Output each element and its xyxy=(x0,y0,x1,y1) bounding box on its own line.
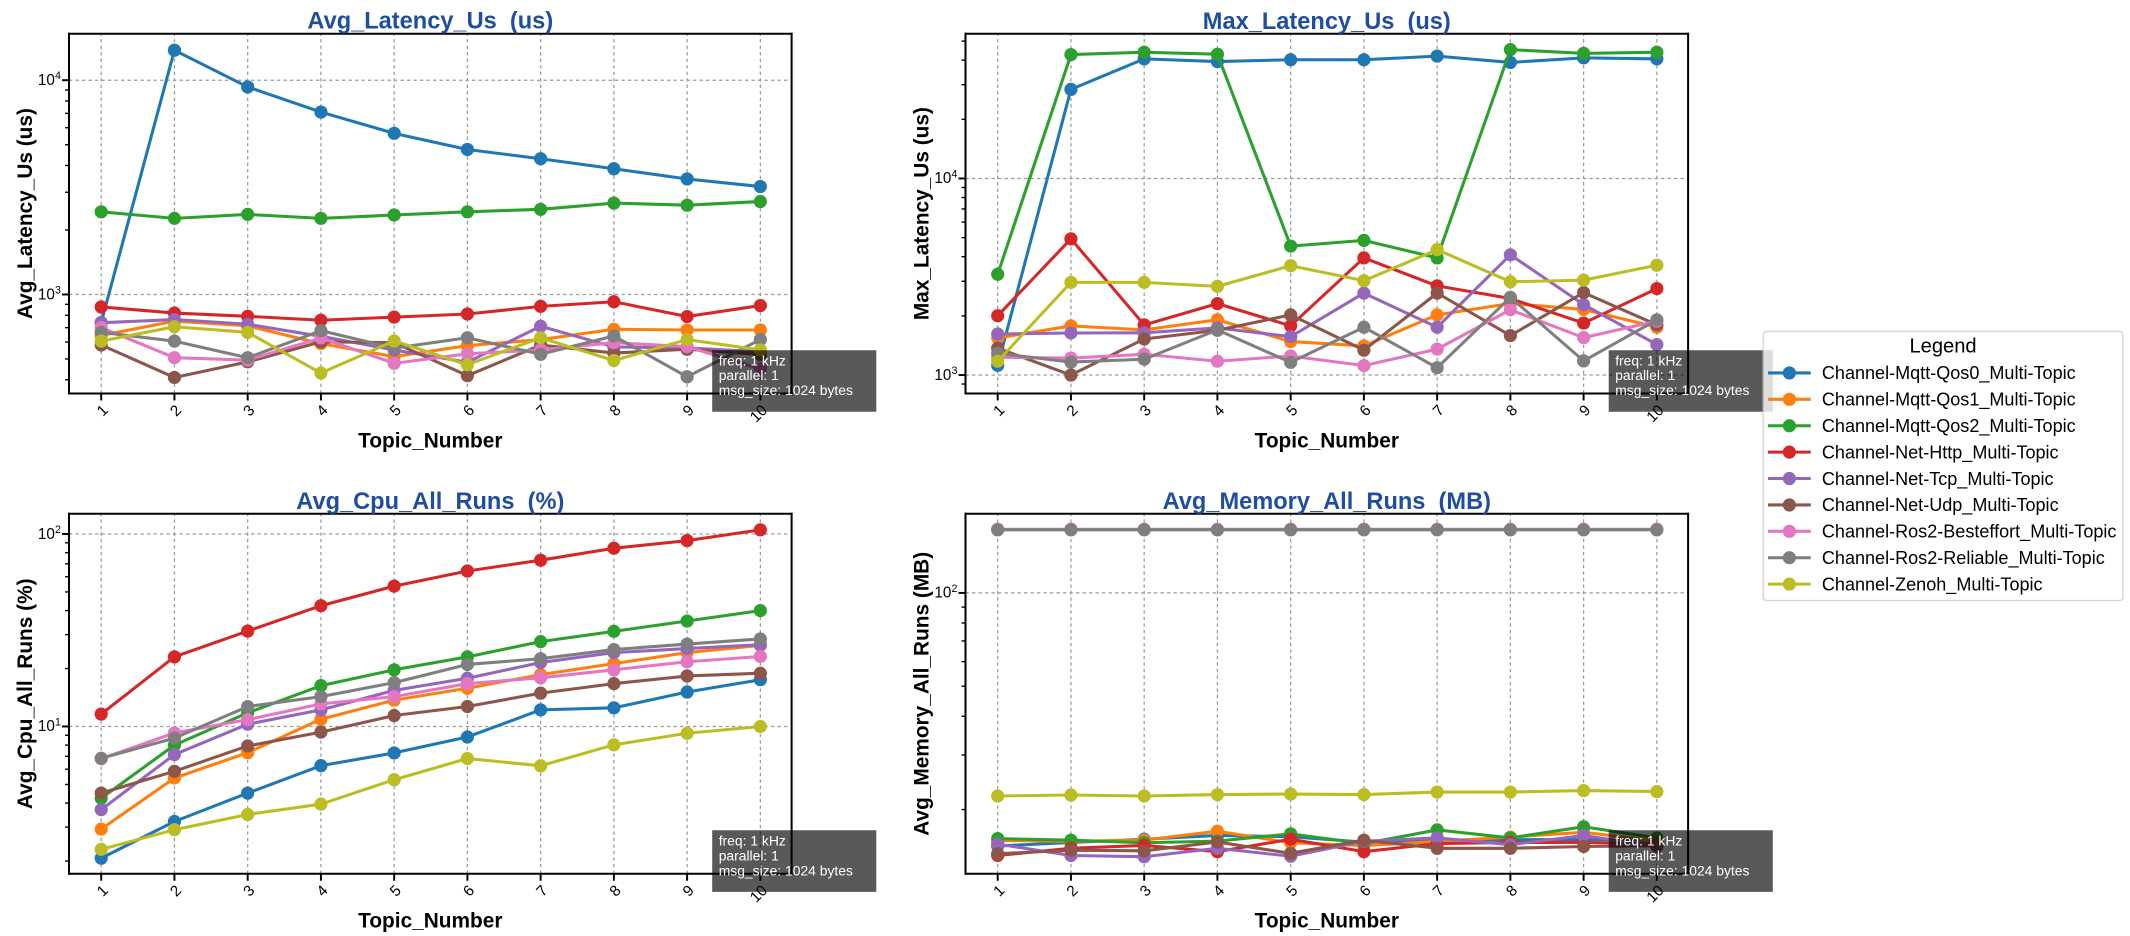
svg-text:parallel: 1: parallel: 1 xyxy=(719,847,779,863)
svg-text:freq: 1 kHz: freq: 1 kHz xyxy=(1615,352,1682,368)
svg-text:Avg_Cpu_All_Runs (%): Avg_Cpu_All_Runs (%) xyxy=(14,578,37,809)
svg-text:Avg_Cpu_All_Runs (%): Avg_Cpu_All_Runs (%) xyxy=(296,489,564,515)
svg-text:msg_size: 1024 bytes: msg_size: 1024 bytes xyxy=(1615,862,1749,878)
svg-text:Channel-Ros2-Besteffort_Multi-: Channel-Ros2-Besteffort_Multi-Topic xyxy=(1822,522,2117,543)
svg-text:1 0 2: 1 0 2 xyxy=(38,513,111,544)
svg-text:freq: 1 kHz: freq: 1 kHz xyxy=(719,832,786,848)
svg-text:msg_size: 1024 bytes: msg_size: 1024 bytes xyxy=(719,382,853,398)
svg-text:Max_Latency_Us (us): Max_Latency_Us (us) xyxy=(911,107,934,320)
svg-text:1 0 4: 1 0 4 xyxy=(934,157,1007,189)
svg-text:Topic_Number: Topic_Number xyxy=(358,429,502,452)
svg-text:Topic_Number: Topic_Number xyxy=(1255,910,1399,933)
svg-text:Channel-Net-Udp_Multi-Topic: Channel-Net-Udp_Multi-Topic xyxy=(1822,495,2059,516)
svg-text:1 0 3: 1 0 3 xyxy=(934,354,1007,385)
svg-text:msg_size: 1024 bytes: msg_size: 1024 bytes xyxy=(1615,382,1749,398)
svg-text:Topic_Number: Topic_Number xyxy=(1255,429,1399,452)
svg-text:1 0 4: 1 0 4 xyxy=(38,59,111,91)
svg-text:parallel: 1: parallel: 1 xyxy=(1615,367,1675,383)
svg-text:1 0 2: 1 0 2 xyxy=(934,572,1007,603)
svg-text:1 0 3: 1 0 3 xyxy=(38,274,111,305)
svg-text:Topic_Number: Topic_Number xyxy=(358,910,502,933)
svg-text:Channel-Net-Http_Multi-Topic: Channel-Net-Http_Multi-Topic xyxy=(1822,442,2059,463)
svg-text:Legend: Legend xyxy=(1909,335,1976,357)
svg-text:1 0 1: 1 0 1 xyxy=(38,705,111,737)
svg-text:Avg_Latency_Us (us): Avg_Latency_Us (us) xyxy=(307,9,553,35)
svg-text:Channel-Mqtt-Qos1_Multi-Topic: Channel-Mqtt-Qos1_Multi-Topic xyxy=(1822,390,2076,411)
svg-text:Max_Latency_Us (us): Max_Latency_Us (us) xyxy=(1203,9,1451,35)
svg-text:Channel-Net-Tcp_Multi-Topic: Channel-Net-Tcp_Multi-Topic xyxy=(1822,469,2054,490)
svg-text:freq: 1 kHz: freq: 1 kHz xyxy=(1615,832,1682,848)
svg-text:Avg_Memory_All_Runs (MB): Avg_Memory_All_Runs (MB) xyxy=(911,552,934,836)
svg-text:freq: 1 kHz: freq: 1 kHz xyxy=(719,352,786,368)
svg-text:Channel-Zenoh_Multi-Topic: Channel-Zenoh_Multi-Topic xyxy=(1822,574,2043,595)
svg-text:msg_size: 1024 bytes: msg_size: 1024 bytes xyxy=(719,862,853,878)
svg-text:Avg_Latency_Us (us): Avg_Latency_Us (us) xyxy=(14,108,37,319)
svg-text:Channel-Ros2-Reliable_Multi-To: Channel-Ros2-Reliable_Multi-Topic xyxy=(1822,548,2105,569)
svg-text:Channel-Mqtt-Qos2_Multi-Topic: Channel-Mqtt-Qos2_Multi-Topic xyxy=(1822,416,2076,437)
svg-text:parallel: 1: parallel: 1 xyxy=(1615,847,1675,863)
svg-text:Avg_Memory_All_Runs (MB): Avg_Memory_All_Runs (MB) xyxy=(1163,489,1491,515)
svg-text:Channel-Mqtt-Qos0_Multi-Topic: Channel-Mqtt-Qos0_Multi-Topic xyxy=(1822,363,2076,384)
svg-text:parallel: 1: parallel: 1 xyxy=(719,367,779,383)
